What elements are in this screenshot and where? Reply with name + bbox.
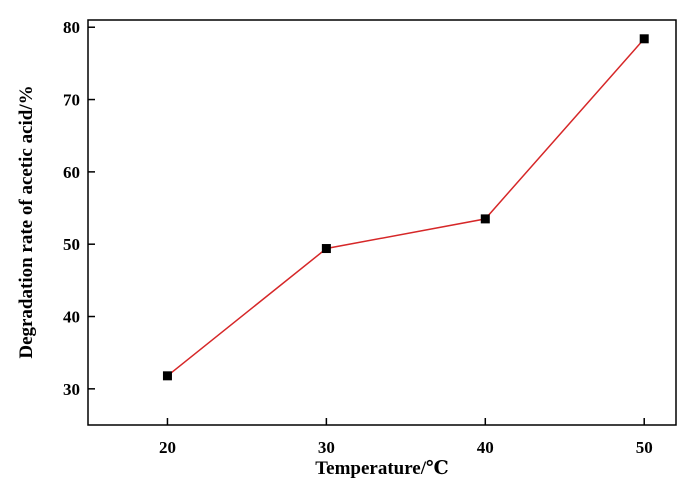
series-line [167, 38, 645, 377]
series-layer [162, 34, 649, 381]
data-point [480, 214, 490, 224]
y-axis-title: Degradation rate of acetic acid/% [16, 85, 37, 358]
x-tick-label: 40 [477, 438, 494, 457]
x-axis-title: Temperature/℃ [315, 458, 449, 479]
data-point [162, 371, 172, 381]
y-tick-label: 70 [63, 91, 80, 110]
y-tick-label: 40 [63, 308, 80, 327]
y-axis-ticks: 30 40 50 60 70 80 [63, 18, 95, 399]
x-tick-label: 30 [318, 438, 335, 457]
y-tick-label: 30 [63, 380, 80, 399]
data-point [321, 244, 331, 254]
y-tick-label: 80 [63, 18, 80, 37]
x-axis-ticks: 20 30 40 50 [159, 418, 653, 457]
y-tick-label: 60 [63, 163, 80, 182]
data-point [639, 34, 649, 44]
plot-frame [87, 19, 677, 426]
y-tick-label: 50 [63, 235, 80, 254]
x-tick-label: 50 [636, 438, 653, 457]
x-tick-label: 20 [159, 438, 176, 457]
